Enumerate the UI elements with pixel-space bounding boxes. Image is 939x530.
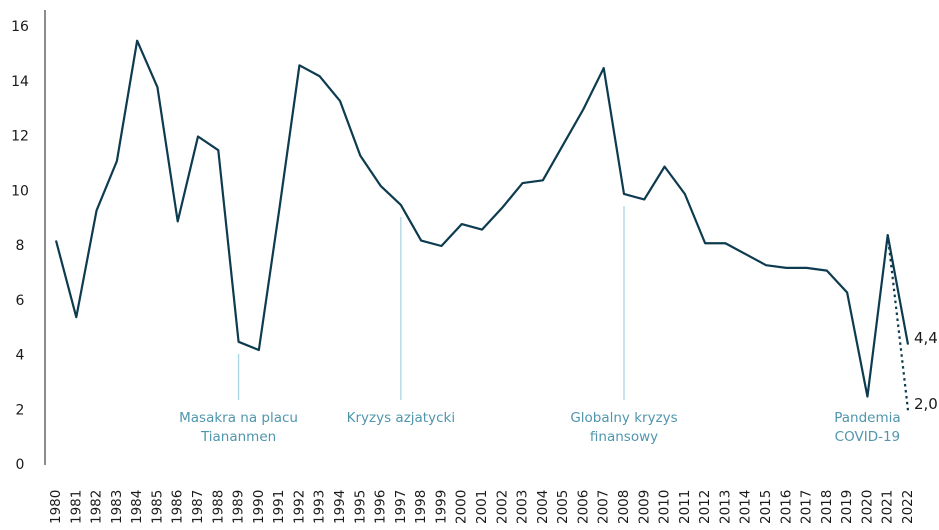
y-tick-label: 6 [16,293,25,309]
x-tick-label: 2018 [819,490,835,524]
annotation-text: Tiananmen [200,429,276,445]
x-tick-label: 2013 [717,490,733,524]
x-tick-label: 2001 [474,490,490,524]
y-tick-label: 8 [16,238,25,254]
y-tick-label: 12 [11,129,29,145]
annotation-text: Pandemia [834,410,900,426]
x-tick-label: 1985 [149,490,165,524]
annotation-text: finansowy [590,429,658,445]
x-tick-label: 1994 [332,490,348,524]
x-tick-label: 2005 [555,490,571,524]
x-tick-label: 1988 [210,490,226,524]
y-tick-label: 10 [11,183,29,199]
line-series [54,39,910,398]
x-tick-label: 1980 [48,490,64,524]
x-tick-label: 2004 [535,490,551,524]
y-tick-label: 14 [11,74,29,90]
y-tick-label: 0 [16,457,25,473]
x-tick-label: 1986 [170,490,186,524]
x-tick-label: 2014 [738,490,754,524]
y-tick-label: 16 [11,19,29,35]
y-tick-label: 4 [16,348,25,364]
x-tick-label: 2007 [596,490,612,524]
x-tick-label: 2017 [799,490,815,524]
x-tick-label: 1998 [413,490,429,524]
x-tick-label: 2011 [677,490,693,524]
data-label: 2,0 [914,395,938,413]
x-tick-label: 2009 [636,490,652,524]
annotation-text: COVID-19 [835,429,900,445]
x-tick-label: 1993 [312,490,328,524]
x-tick-label: 2019 [839,490,855,524]
x-tick-label: 1982 [89,490,105,524]
x-tick-label: 2022 [900,490,916,524]
x-tick-label: 1996 [373,490,389,524]
x-tick-label: 1995 [352,490,368,524]
x-tick-label: 2002 [494,490,510,524]
x-tick-label: 1999 [433,490,449,524]
x-tick-label: 2003 [515,490,531,524]
x-tick-label: 2010 [657,490,673,524]
x-tick-label: 2006 [575,490,591,524]
x-tick-label: 2021 [880,490,896,524]
x-tick-label: 1991 [271,490,287,524]
x-tick-label: 2008 [616,490,632,524]
x-tick-label: 1987 [190,490,206,524]
annotation-text: Kryzys azjatycki [347,410,455,426]
annotation-text: Masakra na placu [179,410,298,426]
y-tick-label: 2 [16,402,25,418]
x-tick-label: 2012 [697,490,713,524]
x-tick-label: 2016 [778,490,794,524]
x-tick-label: 2015 [758,490,774,524]
x-tick-label: 1981 [68,490,84,524]
x-tick-label: 1992 [291,490,307,524]
data-label: 4,4 [914,329,938,347]
annotation-text: Globalny kryzys [570,410,677,426]
x-tick-label: 2020 [859,490,875,524]
x-tick-label: 1989 [231,490,247,524]
x-tick-label: 1997 [393,490,409,524]
x-tick-label: 1984 [129,490,145,524]
x-tick-label: 2000 [454,490,470,524]
x-tick-label: 1990 [251,490,267,524]
x-tick-label: 1983 [109,490,125,524]
